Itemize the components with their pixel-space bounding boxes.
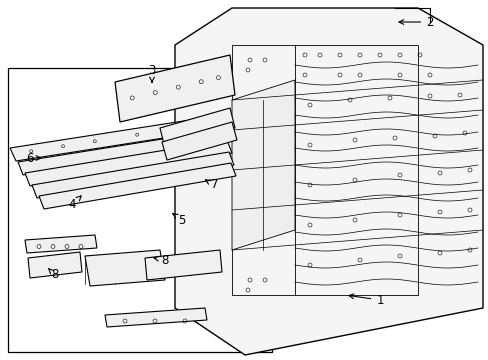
Polygon shape xyxy=(18,129,229,175)
Polygon shape xyxy=(115,55,235,122)
Text: 1: 1 xyxy=(348,293,383,306)
Text: 8: 8 xyxy=(154,253,168,266)
Text: 3: 3 xyxy=(148,63,155,82)
Polygon shape xyxy=(39,163,236,209)
Polygon shape xyxy=(25,235,97,253)
Polygon shape xyxy=(160,108,235,148)
Polygon shape xyxy=(175,8,482,355)
Polygon shape xyxy=(85,250,164,286)
Text: 7: 7 xyxy=(205,179,218,192)
Text: 5: 5 xyxy=(173,213,185,226)
Polygon shape xyxy=(105,308,206,327)
Polygon shape xyxy=(8,68,271,352)
Polygon shape xyxy=(145,250,222,280)
Polygon shape xyxy=(10,115,227,161)
Polygon shape xyxy=(231,80,294,250)
Polygon shape xyxy=(32,152,234,198)
Polygon shape xyxy=(162,122,237,160)
Text: 8: 8 xyxy=(48,269,59,282)
Text: 4: 4 xyxy=(68,196,81,211)
Polygon shape xyxy=(25,140,231,186)
Text: 6: 6 xyxy=(26,152,41,165)
Text: 2: 2 xyxy=(398,15,433,28)
Polygon shape xyxy=(28,252,82,278)
